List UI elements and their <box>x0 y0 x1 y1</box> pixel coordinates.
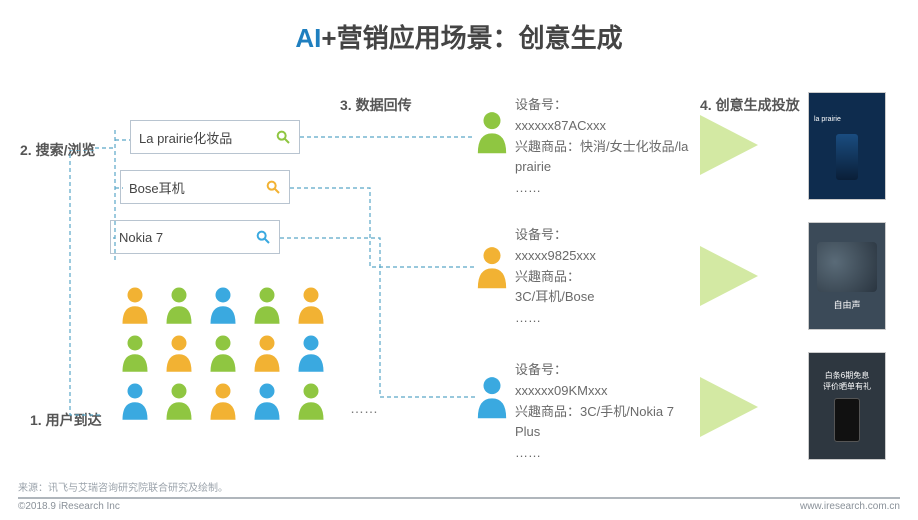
stage-4-label: 4. 创意生成投放 <box>700 95 800 115</box>
arrow-2 <box>700 377 758 437</box>
profile-2: 设备号： xxxxxx09KMxxx 兴趣商品：3C/手机/Nokia 7 Pl… <box>515 360 695 464</box>
conn-0 <box>300 125 480 145</box>
person-icon <box>164 381 194 421</box>
arrow-0 <box>700 115 758 175</box>
search-text-0: La prairie化妆品 <box>139 128 232 147</box>
person-icon <box>252 381 282 421</box>
person-icon <box>208 333 238 373</box>
search-icon <box>255 229 271 245</box>
stage-3-label: 3. 数据回传 <box>340 95 412 115</box>
footer-left: ©2018.9 iResearch Inc <box>18 501 120 512</box>
grid-dots: …… <box>350 400 378 416</box>
footer-right: www.iresearch.com.cn <box>800 501 900 512</box>
title-ai: AI <box>295 23 321 53</box>
people-grid <box>120 285 332 425</box>
search-text-2: Nokia 7 <box>119 230 163 245</box>
person-icon <box>296 333 326 373</box>
profile-person-1 <box>475 245 509 289</box>
person-icon <box>164 285 194 325</box>
person-icon <box>120 333 150 373</box>
ad-1: 自由声 <box>808 222 886 330</box>
person-icon <box>120 285 150 325</box>
search-icon <box>265 179 281 195</box>
page-title: AI+营销应用场景：创意生成 <box>0 0 918 55</box>
search-box-2: Nokia 7 <box>110 220 280 254</box>
person-icon <box>252 333 282 373</box>
title-rest: +营销应用场景：创意生成 <box>321 23 622 53</box>
person-icon <box>120 381 150 421</box>
profile-1: 设备号： xxxxx9825xxx 兴趣商品： 3C/耳机/Bose …… <box>515 225 695 329</box>
person-icon <box>208 381 238 421</box>
profile-person-2 <box>475 375 509 419</box>
search-icon <box>275 129 291 145</box>
search-box-0: La prairie化妆品 <box>130 120 300 154</box>
footer: ©2018.9 iResearch Inc www.iresearch.com.… <box>18 497 900 512</box>
person-icon <box>296 285 326 325</box>
profile-person-0 <box>475 110 509 154</box>
ad-0: la prairie <box>808 92 886 200</box>
search-box-1: Bose耳机 <box>120 170 290 204</box>
arrow-1 <box>700 246 758 306</box>
conn-1 <box>290 185 480 275</box>
search-text-1: Bose耳机 <box>129 178 185 197</box>
source-text: 来源：讯飞与艾瑞咨询研究院联合研究及绘制。 <box>18 479 228 494</box>
bracket-stage1-2 <box>60 150 120 420</box>
ad-2: 白条6期免息 评价晒单有礼 <box>808 352 886 460</box>
person-icon <box>252 285 282 325</box>
person-icon <box>296 381 326 421</box>
person-icon <box>208 285 238 325</box>
stage-2-label: 2. 搜索/浏览 <box>20 140 95 160</box>
stage-1-label: 1. 用户到达 <box>30 410 102 430</box>
person-icon <box>164 333 194 373</box>
profile-0: 设备号： xxxxxx87ACxxx 兴趣商品：快消/女士化妆品/la prai… <box>515 95 695 199</box>
